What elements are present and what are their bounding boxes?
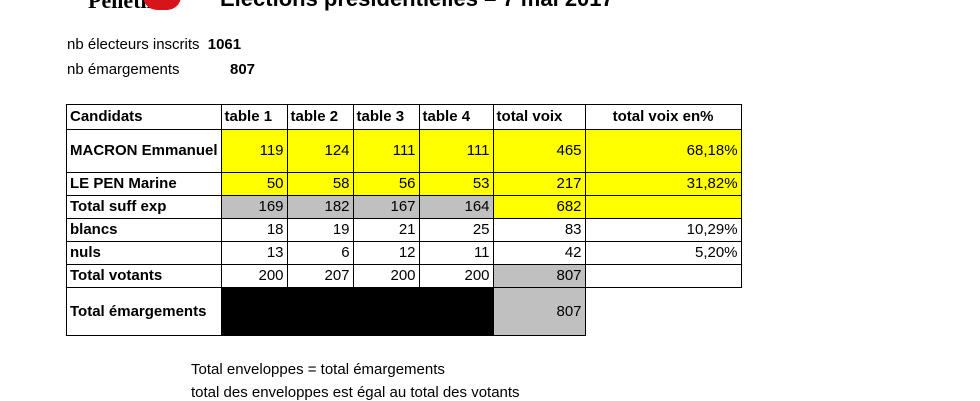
- masked-cell: [286, 287, 354, 336]
- row-label: MACRON Emmanuel: [66, 129, 222, 173]
- table-cell: 807: [492, 264, 586, 288]
- column-header: total voix: [492, 104, 586, 130]
- table-cell: 111: [352, 129, 420, 173]
- document-header: Pelletin Élections présidentielles – 7 m…: [0, 0, 980, 14]
- table-cell: 167: [352, 195, 420, 219]
- empty-cell: [585, 288, 741, 336]
- table-cell: 207: [286, 264, 354, 288]
- logo-text: Pelletin: [88, 0, 159, 13]
- table-cell: 182: [286, 195, 354, 219]
- table-row: nuls 13 6 12 11 42 5,20%: [66, 241, 742, 265]
- logo-icon: [143, 0, 181, 10]
- masked-cell: [418, 287, 494, 336]
- table-cell: 13: [220, 241, 288, 265]
- column-header: Candidats: [66, 104, 222, 130]
- note-line: Total enveloppes = total émargements: [191, 361, 445, 378]
- table-cell: 83: [492, 218, 586, 242]
- table-cell: 18: [220, 218, 288, 242]
- table-cell: 119: [220, 129, 288, 173]
- table-cell: 124: [286, 129, 354, 173]
- table-cell: [584, 264, 742, 288]
- table-row: Total suff exp 169 182 167 164 682: [66, 195, 742, 219]
- results-table: Candidats table 1 table 2 table 3 table …: [66, 104, 742, 336]
- table-cell: 200: [418, 264, 494, 288]
- signatures-label: nb émargements: [67, 61, 180, 78]
- page-title: Élections présidentielles – 7 mai 2017: [220, 0, 614, 12]
- note-line: total des enveloppes est égal au total d…: [191, 384, 520, 401]
- table-header-row: Candidats table 1 table 2 table 3 table …: [66, 104, 742, 130]
- table-cell: 31,82%: [584, 172, 742, 196]
- registered-voters-line: nb électeurs inscrits 1061: [67, 36, 241, 53]
- column-header: table 1: [220, 104, 288, 130]
- table-cell: 169: [220, 195, 288, 219]
- table-cell: 217: [492, 172, 586, 196]
- registered-voters-label: nb électeurs inscrits: [67, 36, 200, 53]
- table-row: MACRON Emmanuel 119 124 111 111 465 68,1…: [66, 129, 742, 173]
- table-cell: 42: [492, 241, 586, 265]
- column-header: table 4: [418, 104, 494, 130]
- table-row: Total émargements 807: [66, 287, 742, 336]
- table-cell: 19: [286, 218, 354, 242]
- table-cell: 5,20%: [584, 241, 742, 265]
- table-cell: 200: [220, 264, 288, 288]
- signatures-line: nb émargements 807: [67, 61, 255, 78]
- table-cell: 12: [352, 241, 420, 265]
- table-cell: 200: [352, 264, 420, 288]
- masked-cell: [220, 287, 288, 336]
- row-label: Total émargements: [66, 287, 222, 336]
- table-cell: 807: [492, 287, 586, 336]
- column-header: total voix en%: [584, 104, 742, 130]
- row-label: blancs: [66, 218, 222, 242]
- table-cell: 11: [418, 241, 494, 265]
- row-label: nuls: [66, 241, 222, 265]
- signatures-value: 807: [230, 61, 256, 78]
- table-row: Total votants 200 207 200 200 807: [66, 264, 742, 288]
- table-cell: 111: [418, 129, 494, 173]
- masked-cell: [352, 287, 420, 336]
- table-cell: 10,29%: [584, 218, 742, 242]
- table-cell: 68,18%: [584, 129, 742, 173]
- row-label: Total votants: [66, 264, 222, 288]
- row-label: LE PEN Marine: [66, 172, 222, 196]
- table-cell: 56: [352, 172, 420, 196]
- table-cell: 465: [492, 129, 586, 173]
- table-cell: 25: [418, 218, 494, 242]
- table-cell: 58: [286, 172, 354, 196]
- table-cell: [584, 195, 742, 219]
- table-cell: 682: [492, 195, 586, 219]
- column-header: table 3: [352, 104, 420, 130]
- table-cell: 21: [352, 218, 420, 242]
- table-cell: 53: [418, 172, 494, 196]
- table-cell: 6: [286, 241, 354, 265]
- column-header: table 2: [286, 104, 354, 130]
- table-cell: 50: [220, 172, 288, 196]
- registered-voters-value: 1061: [207, 36, 242, 53]
- row-label: Total suff exp: [66, 195, 222, 219]
- table-cell: 164: [418, 195, 494, 219]
- table-row: blancs 18 19 21 25 83 10,29%: [66, 218, 742, 242]
- table-row: LE PEN Marine 50 58 56 53 217 31,82%: [66, 172, 742, 196]
